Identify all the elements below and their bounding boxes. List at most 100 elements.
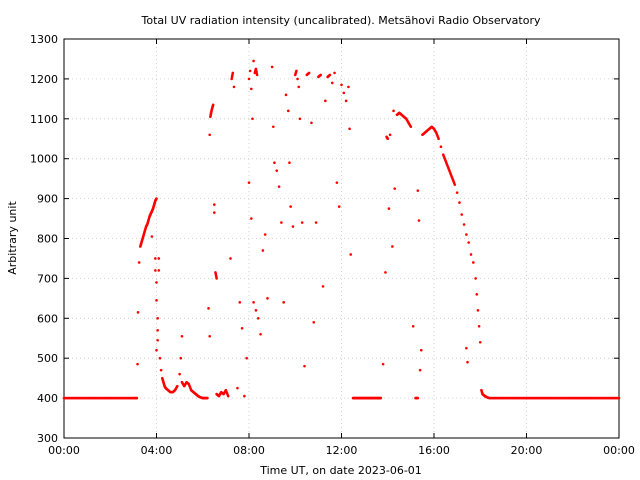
data-point (157, 269, 161, 272)
data-point (250, 87, 253, 91)
x-tick-label: 16:00 (418, 444, 450, 457)
y-tick-label: 500 (37, 352, 58, 365)
data-point (617, 396, 621, 400)
x-axis-label: Time UT, on date 2023-06-01 (259, 464, 422, 477)
data-point (330, 81, 334, 85)
data-point (154, 269, 157, 272)
data-point (156, 328, 159, 332)
data-point (159, 368, 163, 372)
data-point (245, 356, 248, 360)
data-point (282, 301, 285, 304)
data-point (136, 362, 139, 366)
data-point (453, 183, 457, 186)
data-point (252, 59, 255, 63)
x-tick-label: 00:00 (603, 444, 635, 457)
data-point (208, 133, 211, 137)
data-point (419, 348, 423, 352)
data-point (297, 85, 301, 89)
data-point (379, 396, 383, 400)
data-point (211, 103, 215, 107)
y-tick-label: 900 (37, 193, 58, 206)
data-point (384, 271, 387, 274)
y-tick-label: 1200 (30, 73, 58, 86)
data-point (135, 396, 139, 400)
data-point (417, 219, 421, 222)
data-point (280, 221, 283, 224)
data-point (462, 223, 466, 226)
data-point (337, 205, 341, 208)
data-point (298, 117, 302, 121)
y-axis-label: Arbitrary unit (6, 201, 19, 275)
data-point (213, 211, 216, 214)
data-point (393, 187, 396, 190)
data-point (439, 145, 443, 149)
data-point (206, 396, 209, 400)
x-tick-label: 08:00 (233, 444, 265, 457)
x-tick-label: 12:00 (326, 444, 358, 457)
data-point (416, 396, 420, 400)
x-tick-label: 04:00 (141, 444, 173, 457)
grid (64, 39, 619, 438)
y-tick-label: 1300 (30, 33, 58, 46)
data-point (289, 205, 292, 208)
data-point (247, 77, 251, 81)
data-point (467, 241, 470, 244)
data-point (238, 301, 242, 304)
data-point (284, 93, 288, 97)
data-point (314, 221, 318, 224)
data-point (229, 257, 232, 260)
data-point (155, 299, 158, 302)
y-tick-label: 600 (37, 312, 58, 325)
data-point (469, 253, 473, 256)
data-point (478, 340, 482, 344)
data-point (254, 309, 258, 312)
data-point (252, 301, 255, 304)
data-point (288, 161, 291, 164)
x-tick-labels: 00:00 04:00 08:00 12:00 16:00 20:00 00:00 (48, 444, 635, 457)
data-point (247, 181, 251, 184)
data-point (388, 133, 392, 137)
data-point (255, 73, 259, 77)
data-point (455, 191, 459, 194)
data-point (303, 364, 306, 368)
data-point (437, 137, 440, 141)
data-point (263, 233, 267, 236)
data-points (62, 59, 621, 400)
data-point (156, 338, 159, 342)
data-point (347, 85, 350, 89)
data-point (215, 277, 218, 280)
data-point (271, 125, 275, 129)
data-point (236, 386, 239, 390)
data-point (213, 203, 216, 206)
data-point (270, 65, 274, 69)
data-point (348, 127, 351, 131)
x-tick-label: 00:00 (48, 444, 80, 457)
data-point (277, 185, 281, 188)
axis-ticks (63, 38, 620, 439)
data-point (319, 73, 322, 77)
y-tick-label: 400 (37, 392, 58, 405)
data-point (154, 257, 157, 260)
data-point (248, 69, 252, 73)
data-point (287, 109, 290, 113)
data-point (324, 99, 327, 103)
data-point (312, 320, 316, 324)
data-point (231, 71, 235, 75)
data-point (477, 324, 481, 328)
data-point (178, 372, 181, 376)
data-point (321, 285, 325, 288)
data-point (466, 360, 469, 364)
data-point (335, 181, 339, 184)
data-point (392, 109, 395, 113)
y-tick-label: 300 (37, 432, 58, 445)
data-point (137, 261, 141, 264)
data-point (156, 317, 159, 320)
data-point (349, 253, 353, 256)
data-point (158, 356, 162, 360)
data-point (411, 324, 415, 328)
data-point (307, 71, 311, 75)
y-tick-label: 1100 (30, 113, 58, 126)
data-point (300, 221, 304, 224)
data-point (465, 233, 468, 236)
